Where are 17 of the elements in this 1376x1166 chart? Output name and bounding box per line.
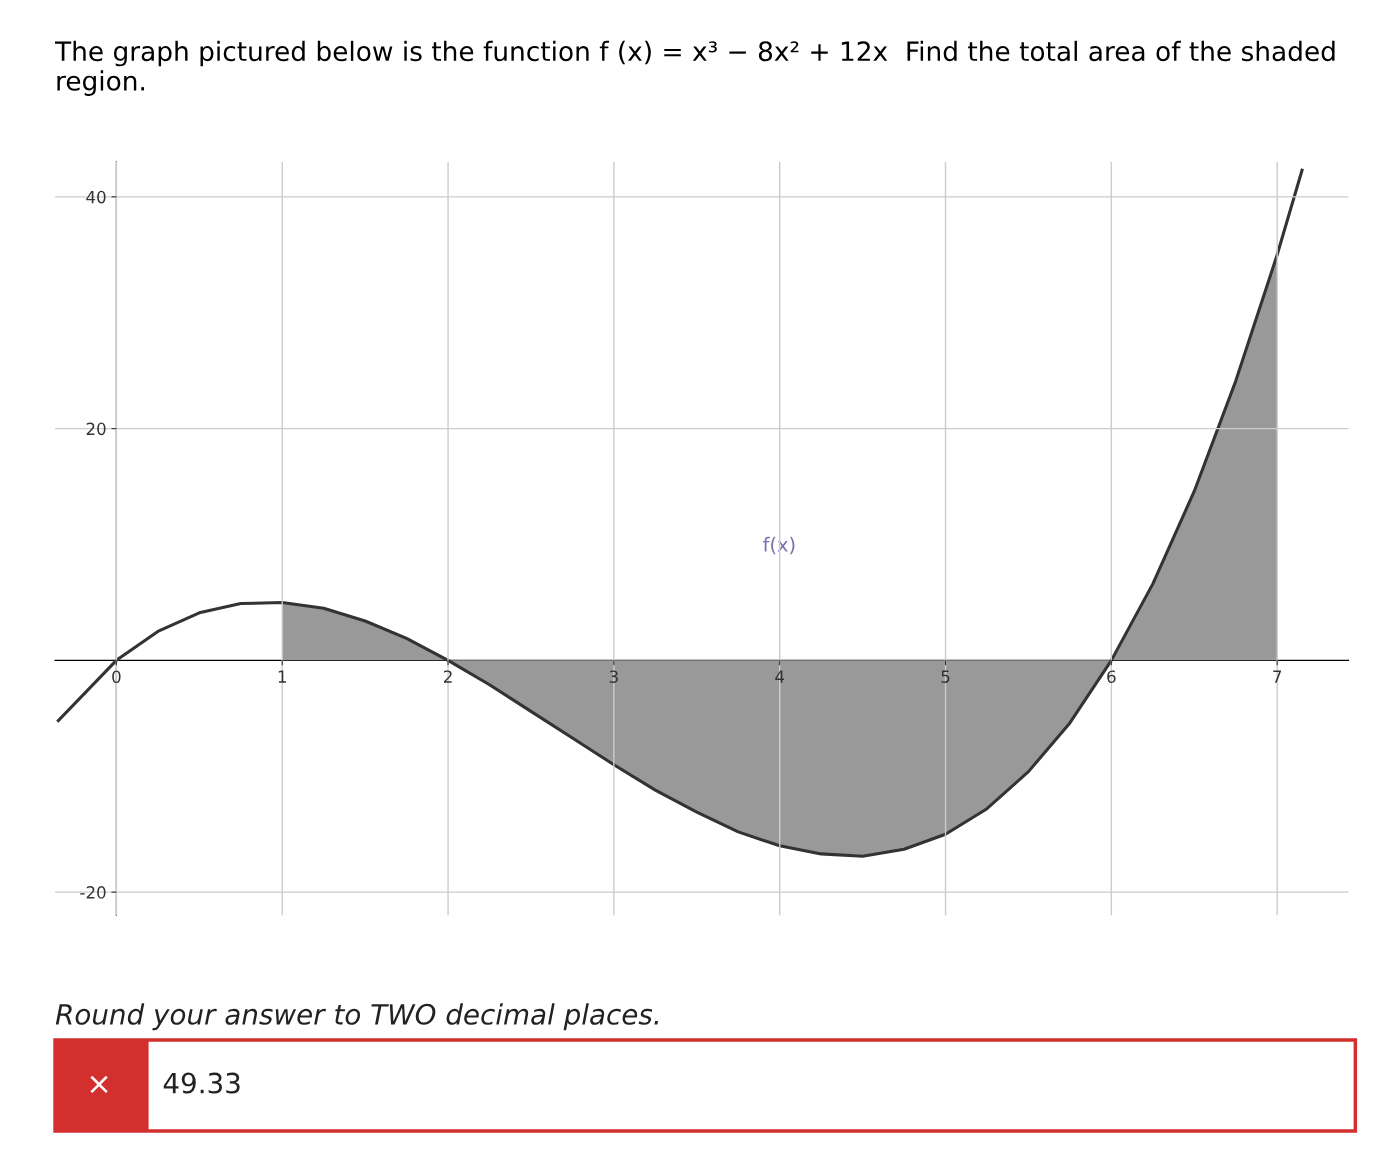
- text: 49.33: [163, 1072, 240, 1094]
- y-tick-label: 20: [86, 422, 106, 436]
- x-tick-label: 0: [112, 670, 121, 683]
- line-series: [56, 168, 1304, 858]
- text: ×: [90, 1075, 108, 1094]
- x-tick-label: 1: [278, 670, 286, 683]
- chart-title: The graph pictured below is the function f (x) = x³ − 8x² + 12x Find the total area of the shaded region.: [54, 40, 1335, 96]
- y-tick-label: 40: [86, 190, 106, 204]
- x-tick-label: 7: [1273, 670, 1282, 683]
- x-tick-label: 6: [1107, 670, 1116, 683]
- text: f(x): [763, 536, 795, 555]
- x-tick-label: 4: [775, 670, 785, 683]
- x-tick-label: 5: [941, 670, 950, 683]
- text: Round your answer to TWO decimal places.: [55, 1003, 658, 1031]
- x-tick-label: 3: [609, 670, 618, 683]
- x-tick-label: 2: [443, 670, 452, 683]
- y-tick-label: -20: [80, 886, 106, 899]
